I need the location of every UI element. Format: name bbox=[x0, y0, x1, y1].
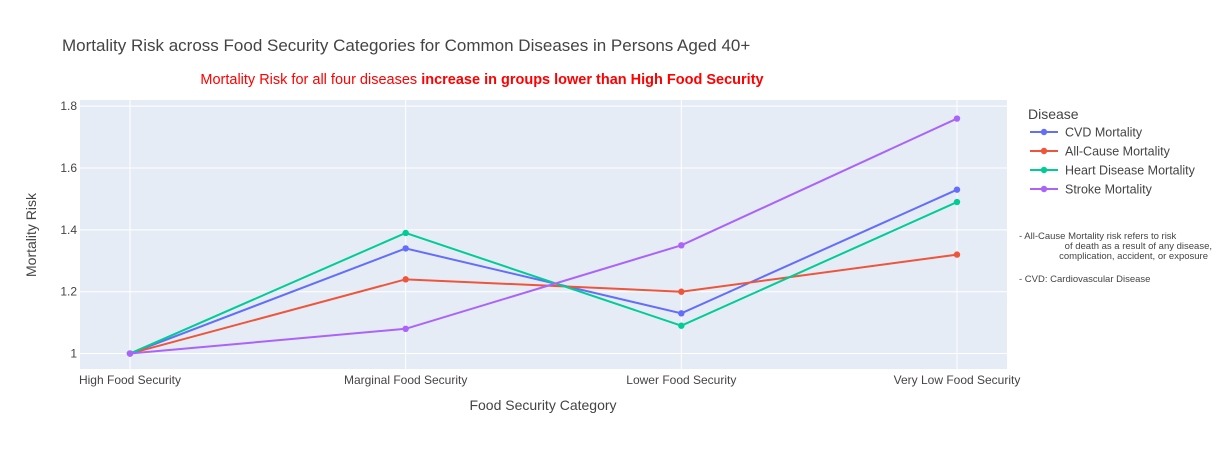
legend-swatch-marker bbox=[1040, 128, 1048, 136]
chart-subtitle: Mortality Risk for all four diseases inc… bbox=[200, 72, 763, 88]
data-point bbox=[402, 229, 409, 237]
series-line bbox=[129, 188, 958, 355]
x-tick-label: High Food Security bbox=[79, 373, 181, 387]
data-point bbox=[953, 186, 961, 193]
plot-area bbox=[80, 100, 1007, 369]
x-tick-label: Lower Food Security bbox=[626, 373, 736, 387]
legend-item: Stroke Mortality bbox=[1030, 183, 1153, 197]
series-line bbox=[129, 253, 958, 355]
chart-subtitle-normal: Mortality Risk for all four diseases bbox=[200, 72, 421, 88]
note-line: of death as a result of any disease, bbox=[1065, 241, 1212, 252]
data-point bbox=[953, 115, 961, 122]
data-point bbox=[678, 288, 685, 295]
legend-item: Heart Disease Mortality bbox=[1030, 164, 1196, 178]
legend-item: All-Cause Mortality bbox=[1030, 145, 1171, 159]
legend-label: All-Cause Mortality bbox=[1065, 145, 1171, 159]
series-line bbox=[129, 117, 958, 355]
x-tick-label: Marginal Food Security bbox=[344, 373, 467, 387]
legend-title: Disease bbox=[1028, 106, 1079, 122]
note-line: complication, accident, or exposure bbox=[1059, 251, 1208, 262]
data-point bbox=[953, 198, 961, 206]
x-tick-labels: High Food Security Marginal Food Security… bbox=[79, 373, 1020, 387]
note-line: - CVD: Cardiovascular Disease bbox=[1019, 274, 1150, 285]
data-point bbox=[126, 350, 134, 357]
series-line bbox=[129, 201, 958, 355]
y-tick-label: 1.4 bbox=[60, 223, 77, 237]
legend-swatch-marker bbox=[1040, 147, 1048, 155]
y-tick-label: 1.2 bbox=[60, 285, 77, 299]
data-point bbox=[402, 276, 409, 283]
data-point bbox=[678, 242, 685, 249]
x-tick-label: Very Low Food Security bbox=[894, 373, 1021, 387]
legend-label: CVD Mortality bbox=[1065, 126, 1143, 140]
legend-swatch-marker bbox=[1040, 185, 1048, 193]
series-layer bbox=[126, 115, 961, 357]
note-line: - All-Cause Mortality risk refers to ris… bbox=[1019, 231, 1177, 242]
legend-item: CVD Mortality bbox=[1030, 126, 1143, 140]
gridlines bbox=[80, 100, 1007, 369]
annotation-notes: - All-Cause Mortality risk refers to ris… bbox=[1019, 231, 1212, 285]
data-point bbox=[402, 325, 409, 333]
legend-swatch-marker bbox=[1040, 166, 1048, 174]
data-point bbox=[678, 322, 685, 329]
y-tick-label: 1.8 bbox=[60, 99, 77, 113]
data-point bbox=[953, 251, 961, 258]
legend-label: Stroke Mortality bbox=[1065, 183, 1153, 197]
y-axis-title: Mortality Risk bbox=[23, 192, 39, 277]
series-stroke-mortality bbox=[126, 115, 961, 357]
data-point bbox=[402, 245, 409, 252]
y-tick-label: 1 bbox=[70, 347, 77, 361]
data-point bbox=[678, 310, 685, 317]
chart-subtitle-bold: increase in groups lower than High Food … bbox=[421, 72, 763, 88]
legend: Disease CVD Mortality All-Cause Mortality… bbox=[1028, 106, 1196, 197]
y-tick-labels: 1 1.2 1.4 1.6 1.8 bbox=[60, 99, 77, 360]
chart-title: Mortality Risk across Food Security Cate… bbox=[62, 36, 750, 55]
x-axis-title: Food Security Category bbox=[469, 397, 616, 413]
legend-label: Heart Disease Mortality bbox=[1065, 164, 1196, 178]
y-tick-label: 1.6 bbox=[60, 161, 77, 175]
